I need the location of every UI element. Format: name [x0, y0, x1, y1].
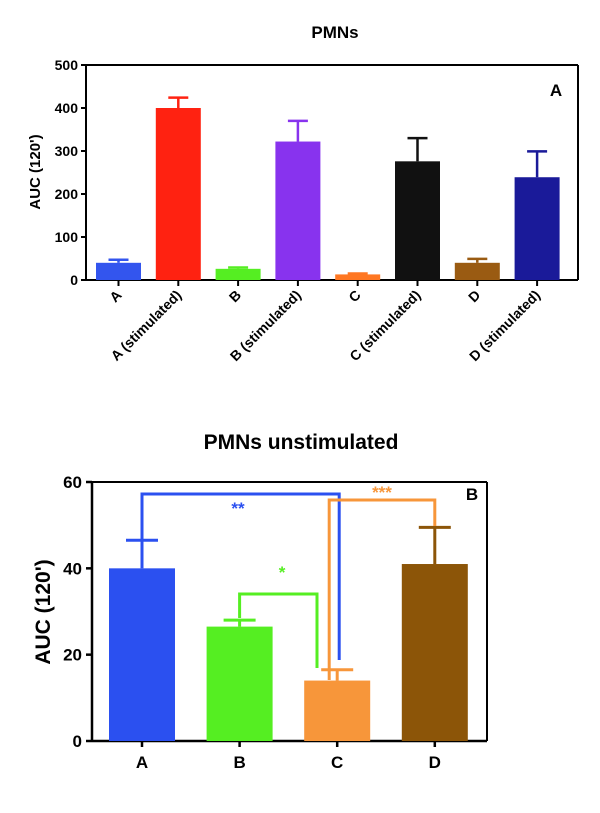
chart-b-bar [109, 568, 175, 741]
chart-a-x-tick-label: B [226, 287, 244, 305]
chart-a-bar [96, 262, 141, 280]
chart-b-significance-label: * [279, 563, 286, 582]
chart-a-x-tick-label: A [106, 287, 124, 305]
chart-b-significance-bracket [327, 498, 437, 680]
chart-a-x-tick-label: D [465, 287, 483, 305]
chart-a-bar [155, 108, 201, 280]
chart-a-y-tick-label: 400 [55, 100, 79, 116]
chart-b-y-tick-label: 20 [63, 646, 82, 665]
chart-b-y-tick-label: 0 [73, 732, 82, 751]
chart-a-bar [454, 262, 500, 280]
chart-b-significance-bracket [140, 492, 341, 660]
chart-a-bar [514, 177, 560, 280]
chart-b-y-axis-label: AUC (120') [32, 559, 55, 664]
chart-a-y-tick-label: 0 [70, 272, 78, 288]
chart-a-bar [335, 274, 381, 280]
chart-b-panel-label: B [466, 485, 478, 504]
chart-a-bar [275, 141, 321, 280]
chart-a-y-axis-label: AUC (120') [27, 134, 44, 209]
chart-b-bar [206, 626, 273, 741]
chart-a-bar [215, 268, 261, 280]
chart-b-x-tick-label: C [331, 753, 343, 772]
chart-b-x-tick-label: D [429, 753, 441, 772]
chart-b-y-tick-label: 40 [63, 559, 82, 578]
chart-b-x-tick-label: B [233, 753, 245, 772]
chart-a-bar [395, 161, 440, 280]
chart-b-title: PMNs unstimulated [204, 431, 399, 454]
chart-b-bar [401, 564, 468, 741]
chart-b-x-tick-label: A [136, 753, 148, 772]
chart-a-y-tick-label: 100 [55, 229, 79, 245]
chart-a-title: PMNs [311, 23, 358, 42]
chart-b-significance-bracket [238, 592, 319, 668]
chart-b-y-tick-label: 60 [63, 473, 82, 492]
chart-a-y-tick-label: 500 [55, 57, 79, 73]
chart-b-bar [304, 680, 371, 741]
chart-b-significance-label: ** [231, 499, 245, 518]
chart-a-panel-label: A [550, 81, 562, 100]
chart-a-x-tick-label: C [345, 287, 363, 305]
chart-a-y-tick-label: 200 [55, 186, 79, 202]
chart-a-y-tick-label: 300 [55, 143, 79, 159]
chart-b-significance-label: *** [372, 483, 392, 502]
